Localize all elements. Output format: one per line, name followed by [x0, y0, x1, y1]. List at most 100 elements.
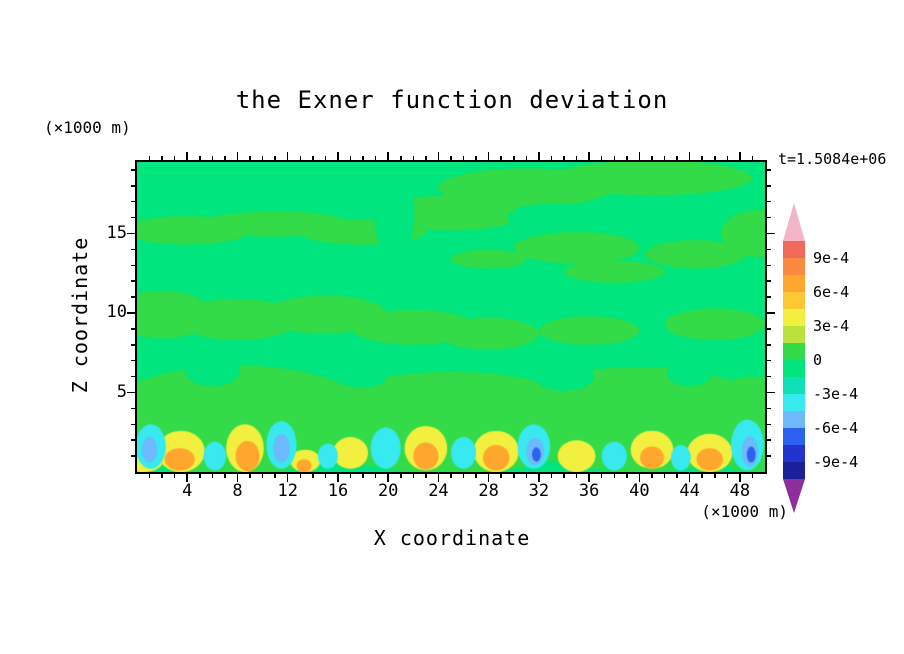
x-axis-tick	[286, 152, 289, 160]
colorbar-segment	[783, 275, 805, 292]
z-axis-tick	[767, 264, 771, 267]
x-axis-tick	[525, 156, 528, 160]
x-axis-tick	[513, 474, 515, 478]
x-axis-tick	[186, 474, 188, 482]
x-axis-tick	[588, 474, 590, 482]
x-axis-tick	[500, 156, 502, 160]
x-axis-tick	[236, 474, 239, 482]
x-axis-tick	[173, 156, 176, 160]
colorbar-label: -3e-4	[813, 385, 859, 403]
x-axis-tick	[437, 152, 440, 160]
colorbar-label: -9e-4	[813, 453, 859, 471]
z-axis-tick	[767, 359, 771, 362]
z-axis-tick	[131, 375, 135, 378]
z-axis-tick	[767, 312, 775, 314]
z-axis-tick	[767, 439, 771, 441]
x-tick-label: 32	[528, 481, 550, 501]
x-axis-tick	[148, 474, 151, 478]
x-axis-tick	[324, 474, 327, 478]
x-tick-label: 8	[232, 481, 243, 501]
x-axis-tick	[324, 156, 327, 160]
colorbar-segment	[783, 241, 805, 258]
x-axis-tick	[726, 156, 729, 160]
colorbar-arrow-up	[783, 203, 805, 241]
x-axis-tick	[487, 474, 490, 482]
x-axis-tick	[387, 474, 389, 482]
z-axis-tick	[767, 296, 771, 298]
x-axis-tick	[651, 474, 653, 478]
z-axis-tick	[767, 375, 771, 378]
z-axis-tick	[767, 455, 771, 457]
z-axis-tick	[127, 391, 135, 394]
z-axis-tick	[131, 185, 135, 187]
x-axis-tick	[638, 152, 641, 160]
x-axis-tick	[362, 156, 364, 160]
plot-frame	[135, 160, 767, 474]
x-axis-tick	[425, 156, 427, 160]
x-axis-tick	[538, 152, 540, 160]
colorbar-segment	[783, 377, 805, 394]
x-axis-tick	[374, 156, 377, 160]
colorbar-arrow-down	[783, 479, 805, 513]
colorbar-segment	[783, 428, 805, 445]
x-axis-tick	[412, 156, 415, 160]
z-axis-tick	[767, 328, 771, 330]
z-axis-tick	[131, 248, 135, 251]
x-tick-label: 36	[578, 481, 600, 501]
x-axis-tick	[475, 156, 477, 160]
x-axis-tick	[525, 474, 528, 478]
x-axis-tick	[462, 156, 465, 160]
z-axis-tick	[767, 248, 771, 251]
x-axis-tick	[211, 156, 214, 160]
z-axis-tick	[767, 280, 771, 282]
x-tick-label: 16	[327, 481, 349, 501]
colorbar-label: 9e-4	[813, 249, 850, 267]
z-tick-label: 15	[106, 222, 127, 243]
x-axis-tick	[274, 156, 276, 160]
z-axis-unit: (×1000 m)	[44, 118, 131, 137]
x-axis-tick	[739, 474, 741, 482]
chart-title: the Exner function deviation	[235, 86, 669, 114]
x-axis-tick	[337, 474, 339, 482]
x-axis-tick	[714, 156, 716, 160]
z-tick-label: 5	[116, 381, 127, 402]
x-axis-tick	[550, 474, 553, 478]
z-axis-tick	[131, 439, 135, 441]
x-axis-tick	[638, 474, 641, 482]
colorbar-segment	[783, 445, 805, 462]
x-axis-tick	[500, 474, 502, 478]
x-tick-label: 40	[629, 481, 650, 501]
z-axis-tick	[767, 232, 775, 235]
x-axis-tick	[161, 474, 163, 478]
colorbar-segment	[783, 343, 805, 360]
x-axis-tick	[400, 156, 402, 160]
x-axis-tick	[412, 474, 415, 478]
x-axis-tick	[450, 156, 452, 160]
x-axis-tick	[575, 474, 578, 478]
x-axis-tick	[575, 156, 578, 160]
colorbar-segment	[783, 258, 805, 275]
z-axis-tick	[127, 312, 135, 314]
x-axis-tick	[714, 474, 716, 478]
x-axis-tick	[148, 156, 151, 160]
z-axis-tick	[767, 407, 771, 410]
x-axis-tick	[613, 474, 616, 478]
x-axis-tick	[236, 152, 239, 160]
x-axis-tick	[211, 474, 214, 478]
colorbar-segment	[783, 462, 805, 479]
x-axis-tick	[437, 474, 440, 482]
x-tick-label: 28	[478, 481, 499, 501]
x-axis-tick	[676, 156, 678, 160]
x-axis-tick	[663, 474, 666, 478]
z-axis-tick	[131, 200, 135, 203]
z-axis-tick	[131, 359, 135, 362]
z-axis-tick	[767, 423, 771, 426]
z-axis-tick	[131, 407, 135, 410]
x-axis-tick	[249, 156, 251, 160]
x-tick-label: 12	[277, 481, 298, 501]
x-axis-tick	[462, 474, 465, 478]
x-axis-tick	[374, 474, 377, 478]
x-axis-tick	[550, 156, 553, 160]
x-axis-tick	[349, 156, 352, 160]
x-axis-tick	[651, 156, 653, 160]
